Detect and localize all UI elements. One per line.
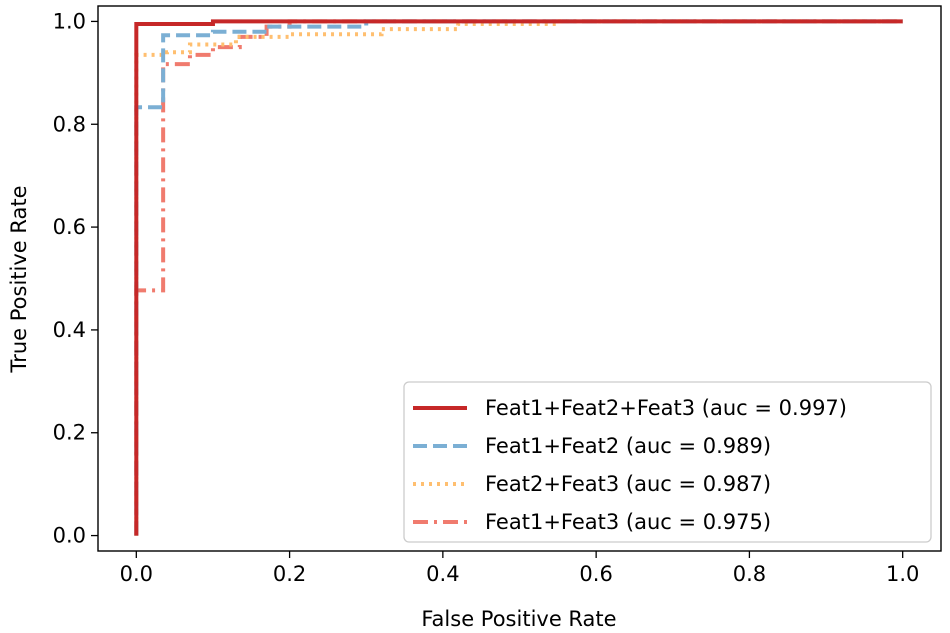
legend-label-1: Feat1+Feat2+Feat3 (auc = 0.997) bbox=[485, 396, 847, 420]
x-tick-label: 1.0 bbox=[886, 562, 919, 586]
x-tick-label: 0.4 bbox=[426, 562, 459, 586]
legend-label-3: Feat2+Feat3 (auc = 0.987) bbox=[485, 472, 771, 496]
series-line-1 bbox=[134, 19, 903, 536]
x-axis-ticks: 0.0 0.2 0.4 0.6 0.8 1.0 bbox=[120, 551, 919, 586]
legend-label-4: Feat1+Feat3 (auc = 0.975) bbox=[485, 510, 771, 534]
y-tick-label: 0.4 bbox=[53, 318, 86, 342]
legend-box bbox=[403, 381, 932, 543]
legend-label-2: Feat1+Feat2 (auc = 0.989) bbox=[485, 434, 771, 458]
y-axis-label: True Positive Rate bbox=[7, 185, 31, 373]
y-tick-label: 0.6 bbox=[53, 215, 86, 239]
series-line-3 bbox=[134, 19, 903, 536]
plot-series bbox=[134, 19, 903, 536]
y-tick-label: 1.0 bbox=[53, 9, 86, 33]
x-axis-label: False Positive Rate bbox=[421, 607, 616, 631]
x-tick-label: 0.0 bbox=[120, 562, 153, 586]
y-axis-ticks: 0.0 0.2 0.4 0.6 0.8 1.0 bbox=[53, 9, 98, 548]
plot-frame bbox=[97, 5, 942, 552]
y-tick-label: 0.8 bbox=[53, 112, 86, 136]
x-tick-label: 0.2 bbox=[273, 562, 306, 586]
legend: Feat1+Feat2+Feat3 (auc = 0.997) Feat1+Fea… bbox=[403, 381, 932, 543]
x-tick-label: 0.8 bbox=[733, 562, 766, 586]
series-line-2 bbox=[134, 19, 903, 536]
y-tick-label: 0.0 bbox=[53, 524, 86, 548]
y-tick-label: 0.2 bbox=[53, 421, 86, 445]
x-tick-label: 0.6 bbox=[579, 562, 612, 586]
